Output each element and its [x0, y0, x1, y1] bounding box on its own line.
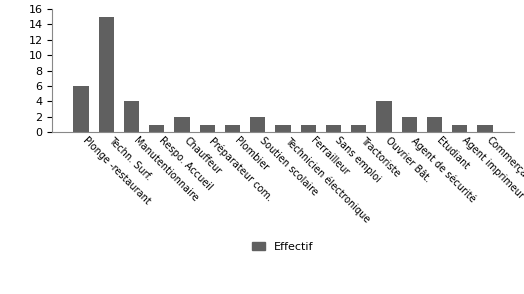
- Bar: [174, 117, 190, 132]
- Bar: [149, 125, 164, 132]
- Bar: [250, 117, 265, 132]
- Bar: [376, 101, 391, 132]
- Bar: [99, 16, 114, 132]
- Bar: [477, 125, 493, 132]
- Bar: [73, 86, 89, 132]
- Bar: [124, 101, 139, 132]
- Legend: Effectif: Effectif: [248, 237, 318, 256]
- Bar: [225, 125, 240, 132]
- Bar: [200, 125, 215, 132]
- Bar: [427, 117, 442, 132]
- Bar: [276, 125, 290, 132]
- Bar: [452, 125, 467, 132]
- Bar: [326, 125, 341, 132]
- Bar: [351, 125, 366, 132]
- Bar: [301, 125, 316, 132]
- Bar: [402, 117, 417, 132]
